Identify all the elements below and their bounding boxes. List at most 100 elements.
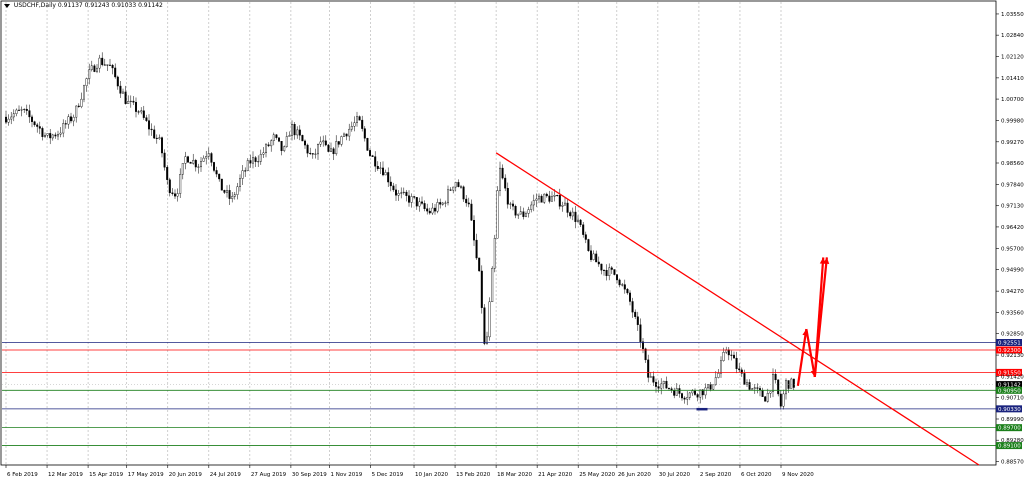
candle-body	[93, 65, 96, 72]
candle-body	[397, 193, 400, 196]
candle-body	[400, 192, 403, 194]
candle-body	[231, 196, 234, 199]
candle-body	[153, 129, 156, 139]
projection-segment-3[interactable]	[813, 257, 828, 377]
candle-body	[618, 279, 621, 286]
y-tick-label-4: 1.00700	[1001, 97, 1024, 103]
candle-body	[605, 270, 608, 276]
descending-trendline[interactable]	[495, 152, 980, 466]
candle-body	[548, 195, 551, 202]
y-tick-label-20: 0.89280	[1001, 438, 1024, 444]
candle-body	[428, 210, 431, 214]
candle-body	[636, 316, 639, 325]
candle-body	[790, 378, 793, 389]
candle-body	[132, 100, 135, 103]
candle-body	[569, 212, 572, 217]
candle-body	[704, 387, 707, 396]
ohlc-quote: 0.91137 0.91243 0.91033 0.91142	[57, 2, 163, 9]
candle-body	[766, 393, 769, 402]
candle-body	[699, 389, 702, 398]
candle-body	[657, 386, 660, 389]
candle-body	[522, 211, 525, 217]
y-tick-label-17: 0.91420	[1001, 374, 1024, 380]
x-tick-label-0: 6 Feb 2019	[7, 472, 38, 478]
candle-body	[25, 108, 28, 111]
candle-body	[59, 132, 62, 135]
candle-body	[283, 146, 286, 151]
candle-body	[228, 190, 231, 199]
candle-body	[332, 148, 335, 155]
candle-body	[176, 193, 179, 197]
level-tag-1	[996, 346, 1022, 354]
candle-body	[251, 157, 254, 164]
candle-body	[392, 185, 395, 191]
y-tick-label-8: 0.97840	[1001, 183, 1024, 189]
dropdown-triangle-icon[interactable]	[4, 3, 10, 8]
candle-body	[626, 289, 629, 294]
candle-body	[447, 189, 450, 204]
candle-body	[691, 390, 694, 394]
candle-body	[535, 198, 538, 201]
candle-body	[512, 203, 515, 207]
candle-body	[439, 202, 442, 205]
candle-body	[675, 388, 678, 396]
level-tag-label-3: 0.91142	[998, 383, 1021, 389]
x-tick-label-18: 6 Oct 2020	[741, 472, 772, 478]
projection-segment-1[interactable]	[805, 328, 816, 378]
candle-body	[509, 203, 512, 205]
level-tag-2	[996, 368, 1022, 376]
candle-body	[223, 190, 226, 193]
candle-body	[545, 193, 548, 197]
y-tick-label-9: 0.97130	[1001, 204, 1024, 210]
candle-body	[382, 167, 385, 176]
candle-body	[730, 354, 733, 356]
candle-body	[7, 118, 10, 123]
candle-body	[350, 126, 353, 130]
level-tag-7	[996, 442, 1022, 450]
y-tick-label-6: 0.99270	[1001, 140, 1024, 146]
candle-body	[621, 284, 624, 286]
time-axis: 6 Feb 2019 12 Mar 2019 15 Apr 2019 17 May 2…	[5, 465, 814, 478]
candle-body	[577, 219, 580, 222]
trendline-layer[interactable]	[495, 152, 980, 466]
candle-body	[272, 134, 275, 141]
candle-body	[582, 224, 585, 235]
candle-body	[233, 194, 236, 197]
level-tag-label-5: 0.90330	[998, 407, 1021, 413]
candle-body	[111, 64, 114, 69]
candle-body	[103, 64, 106, 66]
candle-body	[33, 121, 36, 126]
candle-body	[696, 394, 699, 398]
candle-body	[434, 207, 437, 212]
candle-body	[543, 193, 546, 203]
candle-body	[395, 189, 398, 196]
candle-body	[402, 191, 405, 193]
candle-body	[238, 178, 241, 187]
candle-body	[371, 155, 374, 157]
candle-body	[764, 396, 767, 402]
candle-body	[553, 195, 556, 197]
projection-arrows[interactable]	[796, 257, 830, 387]
projection-segment-0[interactable]	[796, 328, 808, 387]
x-tick-label-17: 2 Sep 2020	[700, 472, 732, 478]
candle-body	[20, 109, 23, 111]
y-tick-label-21: 0.88570	[1001, 459, 1024, 465]
candle-body	[566, 202, 569, 213]
candle-body	[488, 301, 491, 338]
candle-body	[519, 211, 522, 215]
candle-body	[714, 377, 717, 385]
candle-body	[330, 148, 333, 152]
candle-body	[423, 203, 426, 209]
candle-body	[597, 261, 600, 265]
plot-frame	[0, 0, 997, 466]
candle-body	[31, 116, 34, 122]
candle-body	[761, 390, 764, 397]
candle-body	[88, 69, 91, 79]
candle-body	[36, 124, 39, 127]
candle-body	[145, 117, 148, 121]
candle-body	[727, 349, 730, 356]
candle-body	[121, 91, 124, 94]
candle-body	[408, 195, 411, 203]
